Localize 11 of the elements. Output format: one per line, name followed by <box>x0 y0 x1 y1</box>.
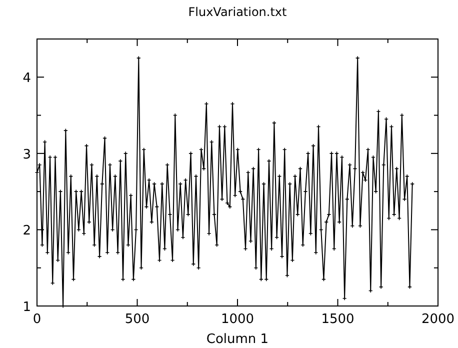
x-tick-label: 1500 <box>321 312 354 327</box>
x-tick-label: 2000 <box>421 312 455 327</box>
x-tick-label: 500 <box>124 312 150 327</box>
y-tick-label: 3 <box>22 147 31 162</box>
x-tick-label: 1000 <box>220 312 254 327</box>
x-tick-label: 0 <box>32 312 42 327</box>
y-tick-label: 1 <box>22 300 31 315</box>
chart-title: FluxVariation.txt <box>188 5 288 19</box>
y-tick-label: 4 <box>22 71 31 86</box>
y-tick-label: 2 <box>22 224 31 239</box>
x-axis-title: Column 1 <box>206 332 269 347</box>
